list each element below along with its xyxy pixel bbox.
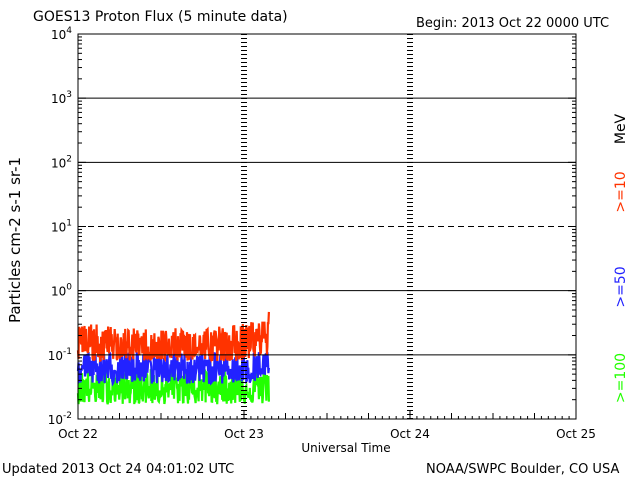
y-tick-label: 10-1	[48, 347, 72, 363]
x-axis-label: Universal Time	[301, 441, 390, 455]
legend-ge50: >=50	[613, 266, 629, 307]
begin-time: Begin: 2013 Oct 22 0000 UTC	[416, 16, 610, 31]
x-tick-label: Oct 25	[556, 427, 596, 441]
y-tick-label: 104	[51, 26, 72, 42]
series-line-ge10	[76, 311, 270, 363]
x-tick-label: Oct 23	[224, 427, 264, 441]
data-layer	[76, 311, 270, 405]
y-tick-exponent: 2	[66, 154, 72, 164]
x-tick-label: Oct 24	[390, 427, 430, 441]
legend-ge100: >=100	[613, 353, 629, 403]
y-axis-label: Particles cm-2 s-1 sr-1	[6, 157, 24, 323]
credit: NOAA/SWPC Boulder, CO USA	[426, 462, 620, 477]
y-tick-exponent: 4	[66, 26, 72, 36]
y-tick-exponent: -1	[63, 347, 72, 357]
y-tick-exponent: 0	[66, 283, 72, 293]
unit-label: MeV	[613, 113, 629, 144]
y-tick-label: 101	[51, 219, 72, 235]
chart-title: GOES13 Proton Flux (5 minute data)	[33, 9, 288, 25]
updated-time: Updated 2013 Oct 24 04:01:02 UTC	[2, 462, 235, 477]
y-tick-label: 102	[51, 154, 72, 170]
y-tick-label: 100	[51, 283, 72, 299]
grid-layer	[78, 34, 576, 419]
y-tick-label: 10-2	[48, 411, 72, 427]
y-tick-label: 103	[51, 90, 72, 106]
y-tick-exponent: 3	[66, 90, 72, 100]
y-tick-exponent: -2	[63, 411, 72, 421]
legend-ge10: >=10	[613, 171, 629, 212]
x-tick-label: Oct 22	[58, 427, 98, 441]
y-tick-exponent: 1	[66, 219, 72, 229]
